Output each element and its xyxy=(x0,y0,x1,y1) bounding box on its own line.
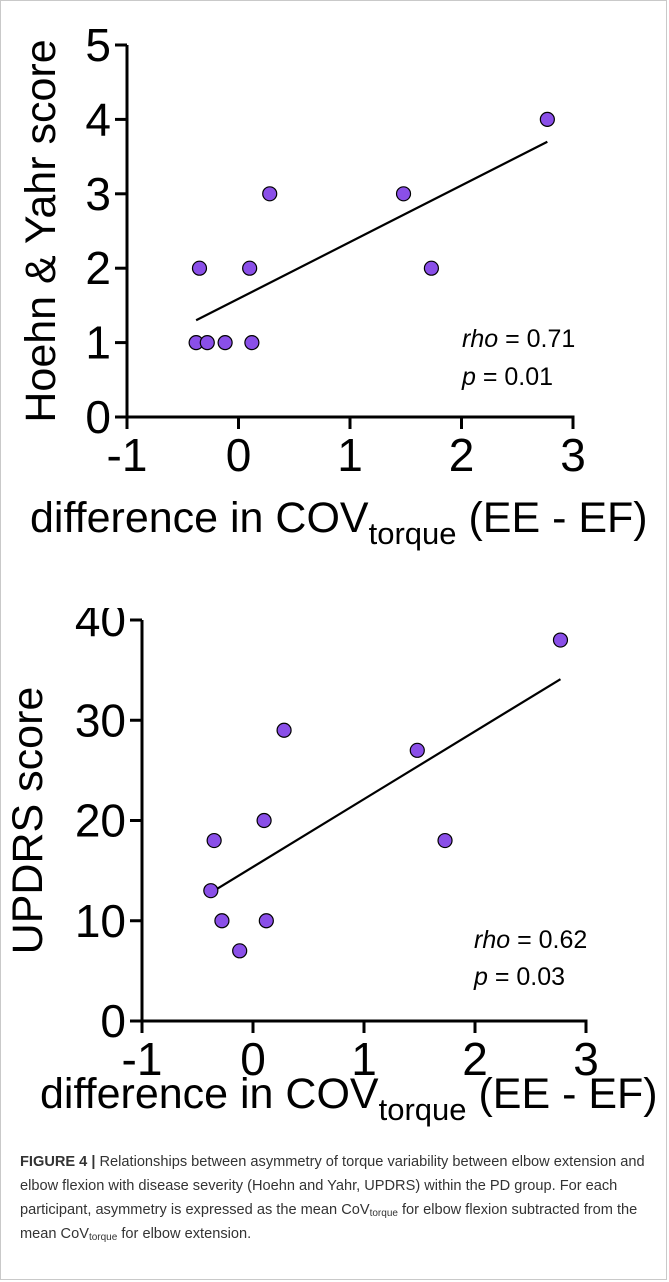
rho-value: = 0.71 xyxy=(498,325,575,353)
data-point xyxy=(256,812,272,829)
caption-sub-1: torque xyxy=(369,1208,398,1219)
x-tick-label: 3 xyxy=(573,1033,599,1085)
caption-sub-2: torque xyxy=(88,1232,118,1243)
x-tick-label: 2 xyxy=(449,429,475,481)
p-value: = 0.03 xyxy=(488,963,565,991)
y-tick-label: 0 xyxy=(85,391,111,443)
y-tick-label: 20 xyxy=(75,795,126,847)
x-tick-label: 2 xyxy=(462,1033,488,1085)
data-point xyxy=(199,335,215,351)
data-point xyxy=(276,722,292,738)
fit-line xyxy=(210,678,562,894)
caption-text-1: Relationships between asymmetry of torqu… xyxy=(20,1154,645,1218)
y-tick-label: 10 xyxy=(75,895,126,947)
data-point xyxy=(206,832,222,849)
y-axis-title: UPDRS score xyxy=(4,687,52,955)
data-point xyxy=(423,260,439,276)
data-point xyxy=(262,186,278,202)
figure-caption: FIGURE 4 | Relationships between asymmet… xyxy=(20,1150,650,1246)
x-axis-title-subscript: torque xyxy=(369,516,457,551)
data-point xyxy=(539,111,555,128)
y-tick-label: 0 xyxy=(100,995,126,1047)
x-axis-title-suffix: (EE - EF) xyxy=(457,494,648,542)
rho-symbol: rho xyxy=(462,325,498,353)
x-tick-label: -1 xyxy=(107,429,148,481)
x-axis-title-main: difference in COV xyxy=(30,494,369,542)
x-tick-label: 0 xyxy=(240,1033,266,1085)
x-axis-title-main: difference in COV xyxy=(40,1070,379,1118)
caption-label: FIGURE 4 | xyxy=(20,1154,96,1170)
x-axis-title-suffix: (EE - EF) xyxy=(467,1070,658,1118)
x-tick-label: 3 xyxy=(560,429,586,481)
p-annotation: p = 0.01 xyxy=(461,363,553,391)
p-value: = 0.01 xyxy=(476,363,553,391)
y-tick-label: 30 xyxy=(75,694,126,746)
x-tick-label: 1 xyxy=(337,429,363,481)
data-point xyxy=(409,742,425,758)
data-point xyxy=(214,913,230,929)
x-axis-title: difference in COVtorque (EE - EF) xyxy=(30,494,648,551)
rho-annotation: rho = 0.71 xyxy=(462,325,575,353)
fit-line xyxy=(195,140,548,322)
y-tick-label: 1 xyxy=(85,317,111,369)
data-point xyxy=(258,913,274,929)
y-tick-label: 2 xyxy=(85,242,111,294)
rho-symbol: rho xyxy=(474,926,510,954)
y-axis-title: Hoehn & Yahr score xyxy=(17,39,65,422)
caption-text-3: for elbow extension. xyxy=(117,1226,252,1242)
y-tick-label: 5 xyxy=(85,19,111,71)
data-point xyxy=(232,943,248,959)
p-annotation: p = 0.03 xyxy=(473,963,565,991)
x-tick-label: 0 xyxy=(226,429,252,481)
data-point xyxy=(552,632,569,648)
y-tick-label: 4 xyxy=(85,93,111,145)
data-point xyxy=(203,883,219,899)
data-point xyxy=(395,186,412,202)
caption-text-2: for elbow flexion subtracted from the me… xyxy=(20,1202,638,1242)
data-point xyxy=(244,335,260,351)
data-point xyxy=(242,260,258,276)
y-tick-label: 40 xyxy=(75,608,126,646)
data-point xyxy=(217,335,233,351)
rho-annotation: rho = 0.62 xyxy=(474,926,587,954)
data-point xyxy=(437,832,453,849)
p-symbol: p xyxy=(461,363,476,391)
x-tick-label: -1 xyxy=(122,1033,163,1085)
rho-value: = 0.62 xyxy=(510,926,587,954)
p-symbol: p xyxy=(473,963,488,991)
y-tick-label: 3 xyxy=(85,168,111,220)
x-axis-title-subscript: torque xyxy=(379,1092,467,1127)
x-axis-title: difference in COVtorque (EE - EF) xyxy=(40,1070,658,1127)
data-point xyxy=(191,260,208,276)
x-tick-label: 1 xyxy=(351,1033,377,1085)
